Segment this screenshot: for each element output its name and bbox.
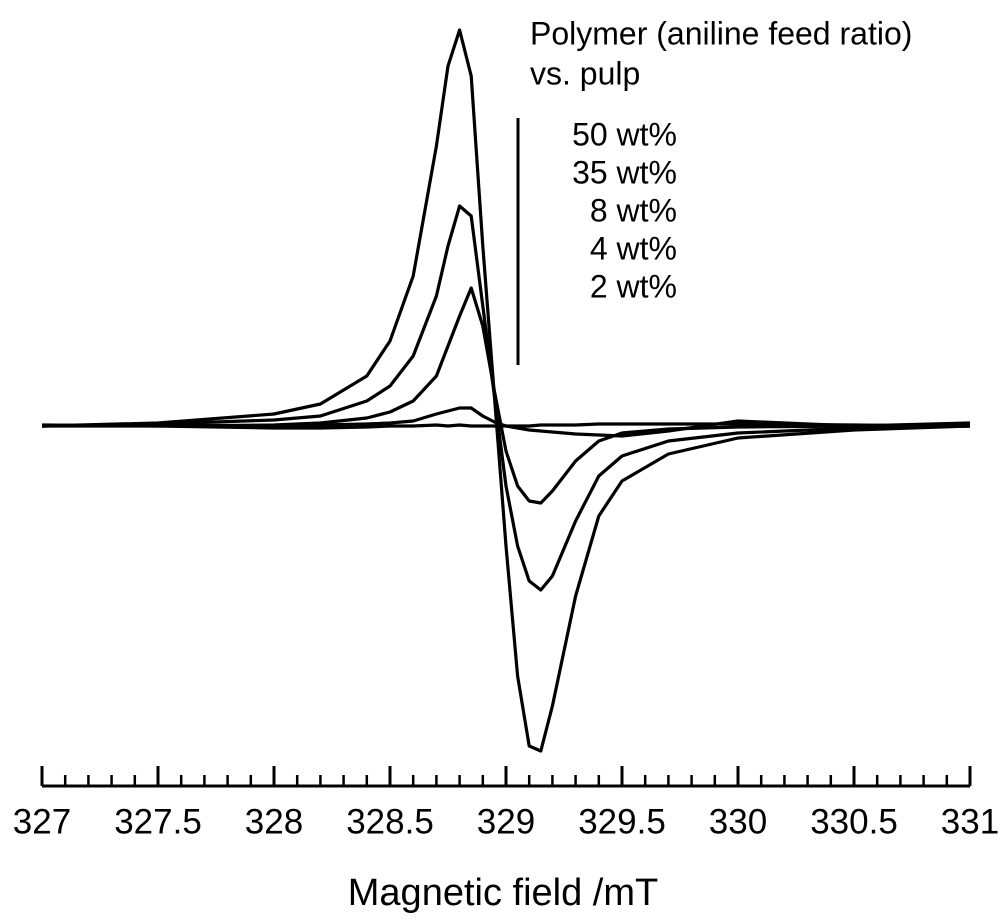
legend-label: 35 wt% [572,154,677,190]
x-tick-label: 330 [709,802,767,841]
x-tick-label: 330.5 [810,802,898,841]
x-tick-label: 327.5 [114,802,202,841]
x-axis-label: Magnetic field /mT [348,872,658,914]
legend-label: 50 wt% [572,116,677,152]
legend-label: 8 wt% [590,192,677,228]
x-tick-label: 328.5 [346,802,434,841]
spectrum-line [42,286,970,505]
x-tick-label: 331 [941,802,999,841]
spectrum-line [41,406,971,438]
spectrum-line [41,422,971,430]
x-tick-label: 329.5 [578,802,666,841]
x-tick-label: 328 [245,802,303,841]
legend-label: 4 wt% [590,230,677,266]
x-tick-label: 327 [13,802,71,841]
legend-title: vs. pulp [530,55,640,91]
legend-title: Polymer (aniline feed ratio) [530,15,912,51]
legend-label: 2 wt% [590,268,677,304]
x-tick-label: 329 [477,802,535,841]
spectrum-line [41,28,971,753]
